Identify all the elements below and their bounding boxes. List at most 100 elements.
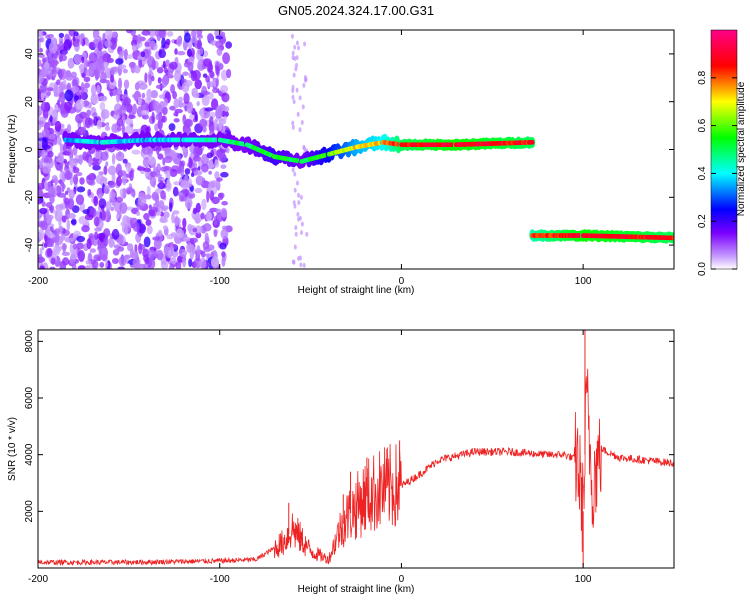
noise-blob <box>213 119 218 131</box>
noise-blob <box>298 215 302 221</box>
noise-blob <box>296 211 300 217</box>
noise-blob <box>184 197 193 209</box>
noise-blob <box>52 209 56 214</box>
noise-blob <box>180 165 185 178</box>
noise-blob <box>131 44 138 52</box>
noise-blob <box>66 123 72 134</box>
noise-blob <box>225 147 230 154</box>
noise-blob <box>94 151 101 159</box>
noise-blob <box>169 202 173 212</box>
noise-blob <box>155 84 165 90</box>
noise-blob <box>190 70 198 82</box>
noise-blob <box>103 165 108 176</box>
noise-blob <box>45 214 54 221</box>
noise-blob <box>157 77 162 84</box>
noise-blob <box>299 262 303 268</box>
noise-blob <box>46 248 53 258</box>
noise-blob <box>196 245 201 256</box>
noise-blob <box>82 151 88 162</box>
noise-blob <box>190 36 198 44</box>
noise-blob <box>111 31 117 39</box>
noise-blob <box>220 85 229 94</box>
noise-blob <box>38 183 45 191</box>
noise-blob <box>67 213 76 219</box>
noise-blob <box>178 100 183 108</box>
noise-blob <box>194 213 203 223</box>
noise-blob <box>297 200 301 206</box>
noise-blob <box>55 204 64 211</box>
noise-blob <box>119 50 126 56</box>
noise-blob <box>144 170 149 177</box>
noise-blob <box>138 223 147 234</box>
noise-blob <box>88 156 93 168</box>
noise-blob <box>86 174 95 185</box>
noise-blob <box>105 201 112 211</box>
noise-blob <box>79 63 85 74</box>
noise-blob <box>140 109 150 116</box>
noise-blob <box>38 199 42 205</box>
noise-blob <box>52 86 62 95</box>
noise-blob <box>58 37 64 43</box>
noise-blob <box>182 255 187 268</box>
noise-blob <box>155 30 159 37</box>
noise-blob <box>73 53 82 65</box>
noise-blob <box>61 243 67 251</box>
noise-blob <box>192 155 202 162</box>
noise-blob <box>138 57 143 69</box>
noise-blob <box>42 165 51 174</box>
noise-blob <box>111 68 115 76</box>
noise-blob <box>71 78 78 88</box>
noise-blob <box>68 189 75 200</box>
noise-blob <box>100 151 109 161</box>
noise-blob <box>58 216 62 228</box>
noise-blob <box>158 94 165 99</box>
noise-blob <box>38 253 43 264</box>
noise-blob <box>170 256 177 265</box>
noise-blob <box>76 186 86 193</box>
noise-blob <box>145 219 152 227</box>
noise-blob <box>41 138 48 151</box>
noise-blob <box>121 123 125 135</box>
noise-blob <box>118 255 127 267</box>
noise-blob <box>206 190 210 203</box>
y-tick-label: 4000 <box>24 443 35 466</box>
noise-blob <box>70 219 77 225</box>
noise-blob <box>192 227 198 233</box>
noise-blob <box>76 172 83 177</box>
noise-blob <box>189 237 198 244</box>
noise-blob <box>303 146 307 152</box>
noise-blob <box>38 38 41 51</box>
noise-blob <box>111 153 116 165</box>
noise-blob <box>293 187 297 193</box>
noise-blob <box>303 41 307 47</box>
noise-blob <box>87 189 92 196</box>
noise-blob <box>58 32 65 38</box>
noise-blob <box>126 104 133 113</box>
noise-blob <box>38 30 44 38</box>
colorbar-tick-label: 0.6 <box>697 118 708 132</box>
noise-blob <box>39 265 45 269</box>
noise-blob <box>111 258 119 265</box>
noise-blob <box>156 249 164 261</box>
noise-blob <box>203 50 209 58</box>
noise-blob <box>173 98 180 109</box>
noise-blob <box>133 262 142 269</box>
noise-blob <box>41 201 47 207</box>
noise-blob <box>84 213 94 221</box>
noise-blob <box>154 123 159 132</box>
y-tick-label: 0 <box>24 146 35 152</box>
noise-blob <box>109 90 113 97</box>
noise-blob <box>159 100 165 110</box>
noise-blob <box>199 257 207 269</box>
noise-blob <box>88 41 95 50</box>
noise-blob <box>115 58 124 65</box>
noise-blob <box>298 95 302 101</box>
snr-y-label: SNR (10 * v/v) <box>7 417 18 481</box>
noise-blob <box>128 114 136 120</box>
noise-blob <box>172 186 179 197</box>
noise-blob <box>162 225 168 230</box>
noise-blob <box>85 68 94 77</box>
noise-blob <box>147 56 155 68</box>
noise-blob <box>186 101 194 114</box>
